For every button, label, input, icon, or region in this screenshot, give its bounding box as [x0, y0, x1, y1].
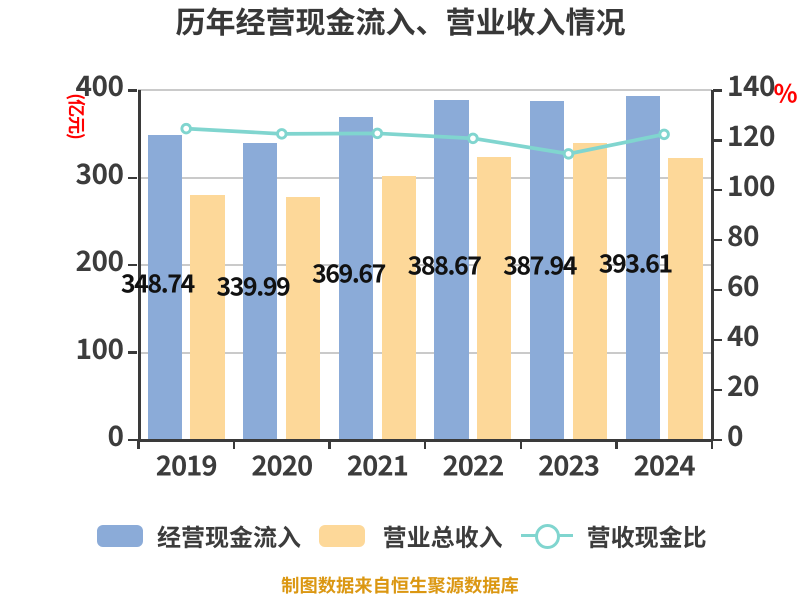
- x-axis-tick: [137, 440, 140, 449]
- y-axis-right-tick-label: 40: [727, 315, 760, 356]
- y-axis-right-tick: [713, 288, 723, 292]
- y-axis-left-tick-label: 300: [75, 152, 124, 193]
- data-source-note: 制图数据来自恒生聚源数据库: [281, 572, 519, 599]
- y-axis-right-tick-label: 80: [727, 215, 760, 256]
- gridline: [138, 264, 712, 267]
- y-axis-right-spine: [711, 90, 715, 440]
- x-axis-tick: [423, 440, 427, 449]
- y-axis-right-tick: [713, 438, 723, 442]
- y-axis-right-tick: [713, 388, 723, 392]
- bar-cash-inflow: [338, 116, 374, 441]
- y-axis-left-tick-label: 0: [107, 415, 124, 455]
- bar-revenue: [190, 194, 225, 441]
- x-axis-tick: [615, 440, 618, 449]
- bar-revenue: [477, 157, 512, 441]
- y-axis-left-tick-label: 400: [75, 65, 124, 106]
- y-axis-right-tick-label: 20: [727, 365, 760, 406]
- y-axis-left-tick: [128, 351, 138, 354]
- y-axis-right-tick-label: 100: [727, 165, 776, 206]
- chart-title: 历年经营现金流入、营业收入情况: [175, 0, 626, 42]
- legend-swatch-revenue: [319, 525, 366, 547]
- y-axis-left-tick: [128, 438, 138, 442]
- ratio-line-marker: [276, 128, 288, 140]
- y-axis-right-tick-label: 60: [727, 265, 760, 306]
- y-axis-left-tick-label: 200: [75, 240, 124, 281]
- bar-revenue: [381, 175, 416, 441]
- x-axis-tick-label: 2023: [538, 443, 600, 484]
- bar-value-label: 369.67: [312, 254, 386, 291]
- x-axis-tick-label: 2022: [442, 443, 504, 484]
- ratio-line-marker: [371, 127, 384, 140]
- legend-marker-icon: [534, 523, 560, 549]
- bar-cash-inflow: [243, 142, 278, 441]
- bar-value-label: 387.94: [503, 246, 577, 283]
- bar-cash-inflow: [530, 100, 565, 441]
- x-axis-tick-label: 2019: [155, 443, 218, 484]
- x-axis-tick: [328, 440, 331, 449]
- ratio-line-marker: [180, 122, 192, 135]
- bar-value-label: 393.61: [598, 244, 673, 281]
- bar-revenue: [286, 196, 321, 441]
- y-axis-right-tick-label: 0: [727, 415, 744, 455]
- y-axis-left-tick: [128, 176, 138, 179]
- x-axis-tick: [232, 440, 236, 449]
- ratio-line-marker: [467, 132, 479, 145]
- y-axis-right-tick: [713, 189, 723, 192]
- right-axis-unit-label: %: [773, 74, 798, 111]
- y-axis-right-tick: [713, 338, 723, 342]
- y-axis-right-tick-label: 120: [727, 115, 776, 156]
- bar-value-label: 388.67: [407, 246, 482, 283]
- x-axis-tick-label: 2024: [633, 443, 696, 484]
- bar-cash-inflow: [434, 100, 469, 441]
- x-axis-tick: [710, 440, 714, 449]
- ratio-line-marker: [562, 148, 575, 160]
- legend-label-revenue: 营业总收入: [382, 517, 503, 553]
- bar-value-label: 339.99: [216, 267, 290, 304]
- y-axis-left-tick: [128, 264, 138, 267]
- y-axis-left-spine: [137, 90, 141, 440]
- x-axis-tick: [519, 440, 522, 449]
- y-axis-right-tick: [713, 89, 723, 92]
- ratio-line-marker: [658, 128, 670, 141]
- x-axis-tick-label: 2021: [346, 443, 409, 484]
- bar-revenue: [572, 142, 607, 441]
- legend-label-ratio: 营收现金比: [586, 517, 707, 553]
- y-axis-right-tick: [713, 239, 723, 242]
- gridline: [138, 176, 712, 179]
- x-axis-tick-label: 2020: [251, 443, 313, 484]
- bar-revenue: [668, 157, 703, 441]
- bar-cash-inflow: [147, 135, 182, 441]
- legend-label-cash-inflow: 经营现金流入: [157, 517, 301, 553]
- bar-value-label: 348.74: [120, 264, 195, 301]
- y-axis-right-tick-label: 140: [727, 65, 776, 106]
- gridline: [138, 89, 712, 92]
- legend-swatch-cash-inflow: [97, 525, 143, 547]
- gridline: [138, 351, 712, 354]
- y-axis-left-tick-label: 100: [75, 327, 124, 368]
- y-axis-left-tick: [128, 89, 138, 92]
- y-axis-right-tick: [713, 139, 723, 142]
